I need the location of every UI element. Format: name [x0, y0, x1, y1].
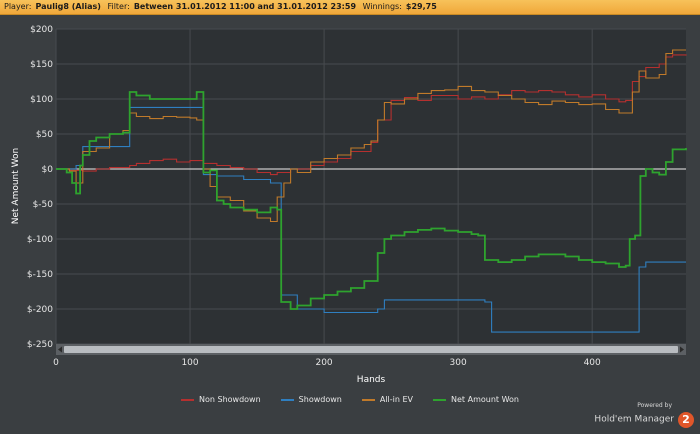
filter-header-bar: Player: Paulig8 (Alias) Filter: Between 31…: [0, 0, 700, 15]
player-label: Player:: [4, 2, 32, 11]
series-line-net-amount-won: [56, 91, 687, 310]
legend-label: All-in EV: [379, 395, 414, 404]
y-tick-label: $-100: [27, 235, 53, 245]
powered-by-text: Powered by: [637, 402, 672, 409]
legend-swatch: [361, 398, 375, 401]
y-tick-label: $200: [30, 25, 53, 35]
y-axis-label: Net Amount Won: [11, 148, 21, 224]
horizontal-scrollbar[interactable]: [56, 344, 686, 355]
scroll-left-arrow-icon[interactable]: [58, 346, 62, 353]
winnings-label: Winnings:: [362, 2, 402, 11]
legend-swatch: [280, 398, 294, 401]
legend-item-net-amount-won: Net Amount Won: [433, 395, 519, 404]
plot-area: [56, 29, 686, 344]
y-tick-label: $-200: [27, 305, 53, 315]
chart-legend: Non Showdown Showdown All-in EV Net Amount …: [0, 395, 700, 404]
brand-name: Hold'em Manager: [594, 414, 674, 425]
x-tick-label: 100: [181, 358, 198, 368]
winnings-value: $29,75: [405, 2, 437, 11]
y-tick-label: $0: [42, 165, 54, 175]
x-axis-ticks: 0 100 200 300 400: [53, 358, 601, 368]
legend-label: Net Amount Won: [451, 395, 519, 404]
y-tick-label: $100: [30, 95, 53, 105]
series-line-all-in-ev: [56, 49, 686, 223]
legend-swatch: [181, 398, 194, 401]
y-tick-label: $150: [30, 60, 53, 70]
filter-value: Between 31.01.2012 11:00 and 31.01.2012 …: [133, 2, 357, 11]
branding: Powered by Hold'em Manager 2: [594, 402, 694, 428]
y-tick-label: $-50: [33, 200, 54, 210]
legend-item-showdown: Showdown: [280, 395, 342, 404]
series-lines: [56, 49, 687, 333]
y-tick-label: $50: [36, 130, 53, 140]
net-won-chart: $200 $150 $100 $50 $0 $-50 $-100 $-150 $-200 $-25…: [11, 25, 687, 385]
legend-label: Non Showdown: [199, 395, 261, 404]
legend-item-all-in-ev: All-in EV: [361, 395, 414, 404]
series-line-non-showdown: [56, 54, 687, 176]
x-tick-label: 400: [584, 358, 601, 368]
y-axis-ticks: $200 $150 $100 $50 $0 $-50 $-100 $-150 $-200 $-25…: [27, 25, 53, 350]
x-tick-label: 200: [315, 358, 332, 368]
scrollbar-thumb[interactable]: [64, 346, 678, 353]
x-axis-label: Hands: [357, 375, 386, 385]
series-line-showdown: [56, 106, 686, 333]
x-tick-label: 0: [53, 358, 59, 368]
legend-swatch: [433, 398, 447, 401]
scroll-right-arrow-icon[interactable]: [680, 346, 684, 353]
legend-label: Showdown: [298, 395, 342, 404]
y-tick-label: $-250: [27, 340, 53, 350]
x-tick-label: 300: [450, 358, 467, 368]
y-tick-label: $-150: [27, 270, 53, 280]
hem2-logo-icon: 2: [678, 411, 694, 428]
filter-label: Filter:: [107, 2, 130, 11]
player-value: Paulig8 (Alias): [35, 2, 101, 11]
legend-item-non-showdown: Non Showdown: [181, 395, 261, 404]
